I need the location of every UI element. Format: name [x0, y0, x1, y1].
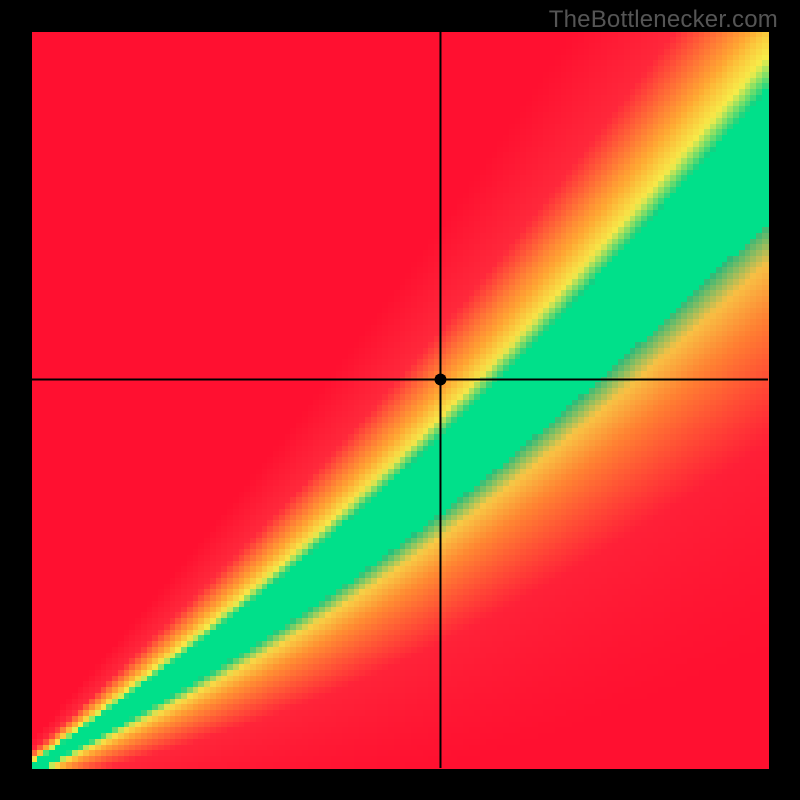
chart-frame: TheBottlenecker.com	[0, 0, 800, 800]
bottleneck-heatmap	[0, 0, 800, 800]
watermark-text: TheBottlenecker.com	[549, 6, 778, 34]
